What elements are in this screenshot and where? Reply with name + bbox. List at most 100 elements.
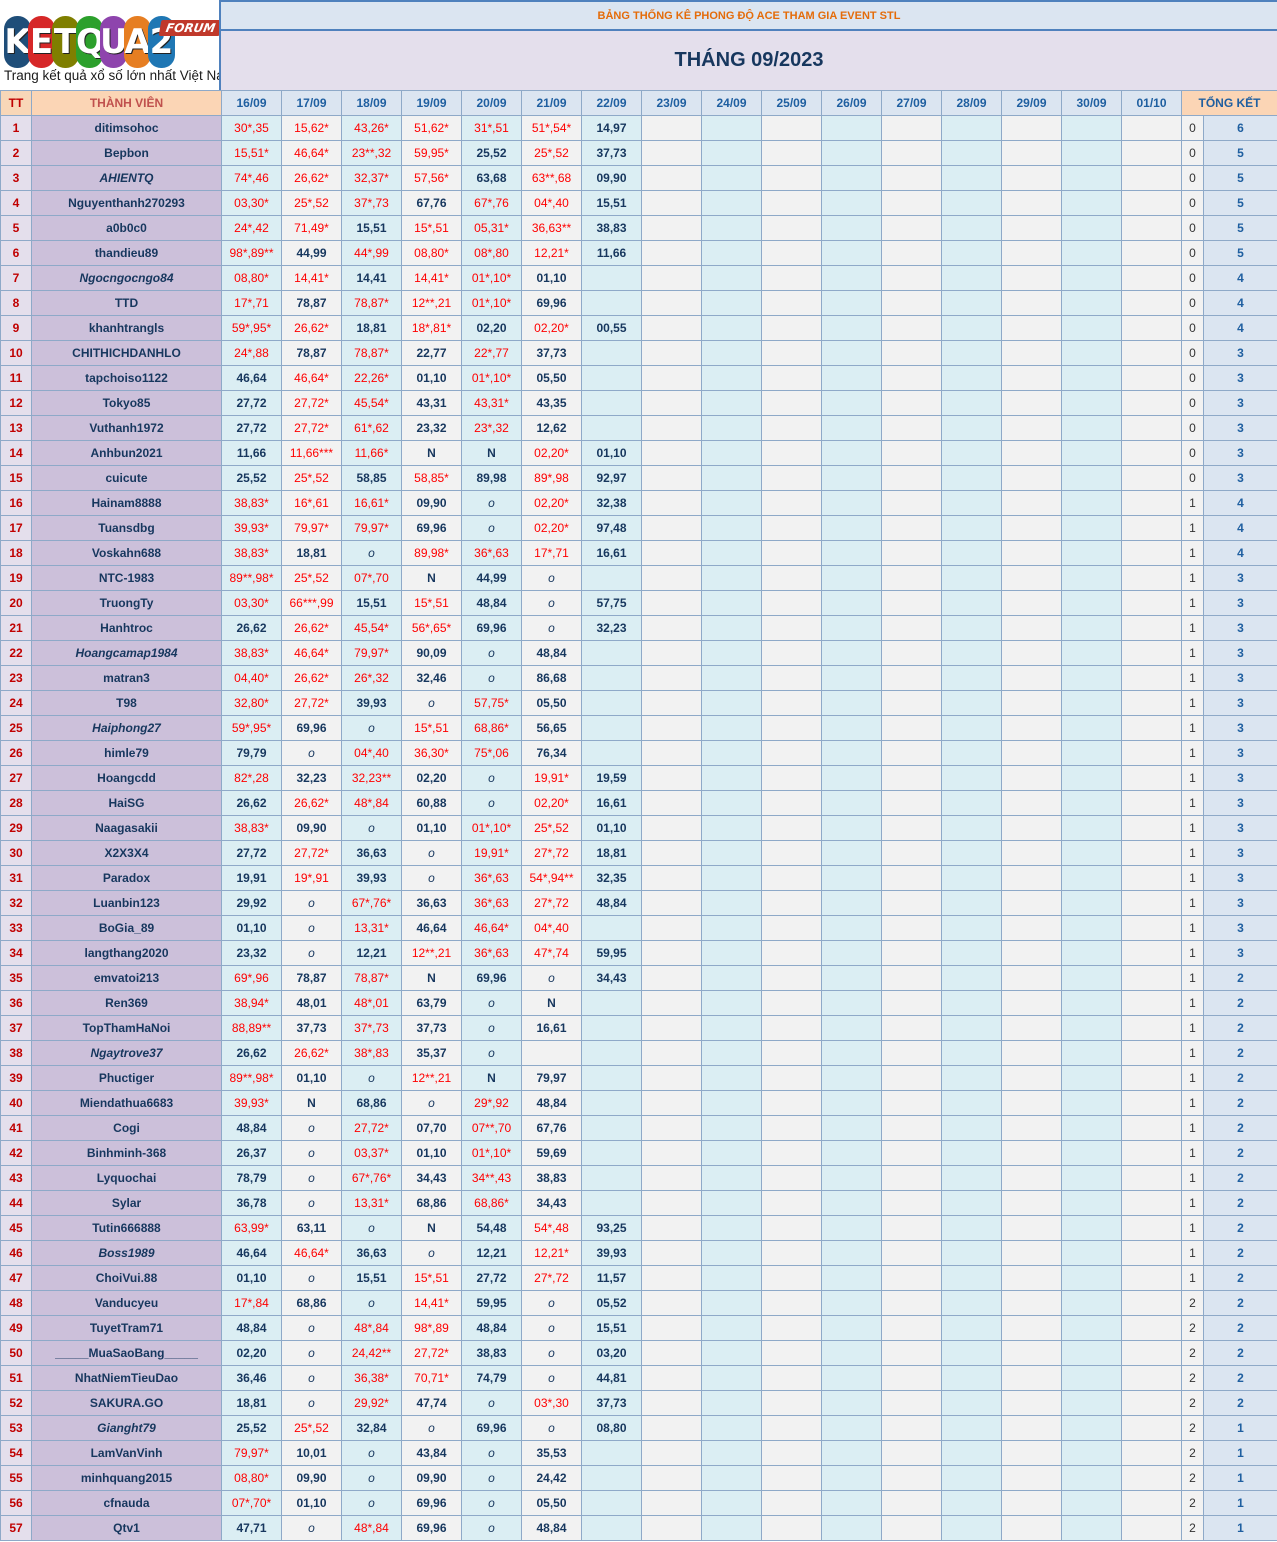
- result-cell: [761, 1315, 822, 1341]
- member-name: HaiSG: [31, 790, 222, 816]
- table-row: 48 Vanducyeu 17*,84 68,86 o 14,41* 59,95 o 05,52…: [0, 1290, 1277, 1316]
- row-number: 29: [0, 815, 32, 841]
- result-cell: [821, 390, 882, 416]
- result-cell: [641, 415, 702, 441]
- result-cell: [881, 615, 942, 641]
- result-cell: 58,85: [341, 465, 402, 491]
- summary-miss-count: 1: [1181, 640, 1204, 666]
- result-cell: 27,72: [221, 840, 282, 866]
- table-row: 22 Hoangcamap1984 38,83* 46,64* 79,97* 90,09 o…: [0, 640, 1277, 666]
- summary-miss-count: 0: [1181, 115, 1204, 141]
- row-number: 46: [0, 1240, 32, 1266]
- row-number: 31: [0, 865, 32, 891]
- result-cell: 78,87*: [341, 340, 402, 366]
- result-cell: 02,20: [221, 1340, 282, 1366]
- member-name: cfnauda: [31, 1490, 222, 1516]
- result-cell: 36,63**: [521, 215, 582, 241]
- result-cell: 01,10: [401, 365, 462, 391]
- result-cell: 69,96: [521, 290, 582, 316]
- summary-hit-count: 2: [1203, 1090, 1277, 1116]
- result-cell: [641, 590, 702, 616]
- result-cell: [1121, 440, 1182, 466]
- member-name: Nguyenthanh270293: [31, 190, 222, 216]
- result-cell: [1061, 715, 1122, 741]
- result-cell: [821, 1415, 882, 1441]
- result-cell: [1121, 1090, 1182, 1116]
- result-cell: [641, 1190, 702, 1216]
- result-cell: [821, 990, 882, 1016]
- result-cell: [1061, 965, 1122, 991]
- result-cell: 23,32: [221, 940, 282, 966]
- table-row: 47 ChoiVui.88 01,10 o 15,51 15*,51 27,72 27*,72…: [0, 1265, 1277, 1291]
- result-cell: [1061, 515, 1122, 541]
- result-cell: 16*,61: [281, 490, 342, 516]
- result-cell: 37,73: [581, 140, 642, 166]
- summary-miss-count: 1: [1181, 1015, 1204, 1041]
- summary-hit-count: 2: [1203, 1240, 1277, 1266]
- result-cell: 22,77: [401, 340, 462, 366]
- member-name: himle79: [31, 740, 222, 766]
- result-cell: [641, 315, 702, 341]
- result-cell: 38,94*: [221, 990, 282, 1016]
- result-cell: [1121, 1215, 1182, 1241]
- result-cell: [581, 1065, 642, 1091]
- row-number: 38: [0, 1040, 32, 1066]
- summary-hit-count: 3: [1203, 790, 1277, 816]
- result-cell: 32,37*: [341, 165, 402, 191]
- result-cell: [1001, 215, 1062, 241]
- result-cell: [881, 1440, 942, 1466]
- summary-hit-count: 3: [1203, 765, 1277, 791]
- result-cell: [761, 690, 822, 716]
- result-cell: [1001, 1215, 1062, 1241]
- result-cell: [1121, 790, 1182, 816]
- table-row: 19 NTC-1983 89**,98* 25*,52 07*,70 N 44,99 o 1 3: [0, 565, 1277, 591]
- result-cell: [1121, 315, 1182, 341]
- result-cell: 44,99: [281, 240, 342, 266]
- result-cell: o: [281, 1515, 342, 1541]
- result-cell: 19,91: [221, 865, 282, 891]
- result-cell: [821, 1290, 882, 1316]
- result-cell: [881, 1165, 942, 1191]
- result-cell: 27,72*: [281, 690, 342, 716]
- result-cell: 78,87: [281, 965, 342, 991]
- result-cell: 36,30*: [401, 740, 462, 766]
- result-cell: [581, 1015, 642, 1041]
- result-cell: [701, 665, 762, 691]
- summary-miss-count: 1: [1181, 765, 1204, 791]
- result-cell: [1001, 1340, 1062, 1366]
- result-cell: [761, 915, 822, 941]
- result-cell: [701, 490, 762, 516]
- result-cell: [701, 590, 762, 616]
- summary-miss-count: 1: [1181, 1190, 1204, 1216]
- result-cell: [821, 1465, 882, 1491]
- result-cell: 12,21*: [521, 1240, 582, 1266]
- result-cell: [1061, 115, 1122, 141]
- result-cell: 07*,70: [341, 565, 402, 591]
- table-row: 18 Voskahn688 38,83* 18,81 o 89,98* 36*,63 17*,…: [0, 540, 1277, 566]
- result-cell: 36,46: [221, 1365, 282, 1391]
- result-cell: 46,64*: [281, 365, 342, 391]
- result-cell: [641, 440, 702, 466]
- result-cell: 29,92*: [341, 1390, 402, 1416]
- result-cell: [761, 1015, 822, 1041]
- result-cell: 26,62: [221, 1040, 282, 1066]
- summary-hit-count: 3: [1203, 465, 1277, 491]
- member-rows: 1 ditimsohoc 30*,35 15,62* 43,26* 51,62* 31*,5…: [0, 115, 1277, 1541]
- result-cell: [941, 640, 1002, 666]
- result-cell: o: [281, 1115, 342, 1141]
- result-cell: 39,93*: [221, 1090, 282, 1116]
- result-cell: [881, 1365, 942, 1391]
- row-number: 3: [0, 165, 32, 191]
- result-cell: 15*,51: [401, 215, 462, 241]
- result-cell: [941, 1515, 1002, 1541]
- result-cell: 14,41*: [401, 265, 462, 291]
- result-cell: [641, 1340, 702, 1366]
- result-cell: [1001, 840, 1062, 866]
- table-row: 36 Ren369 38,94* 48,01 48*,01 63,79 o N 1 2: [0, 990, 1277, 1016]
- result-cell: [1061, 865, 1122, 891]
- result-cell: 02,20*: [521, 790, 582, 816]
- result-cell: [1001, 1365, 1062, 1391]
- result-cell: [941, 590, 1002, 616]
- result-cell: [941, 1490, 1002, 1516]
